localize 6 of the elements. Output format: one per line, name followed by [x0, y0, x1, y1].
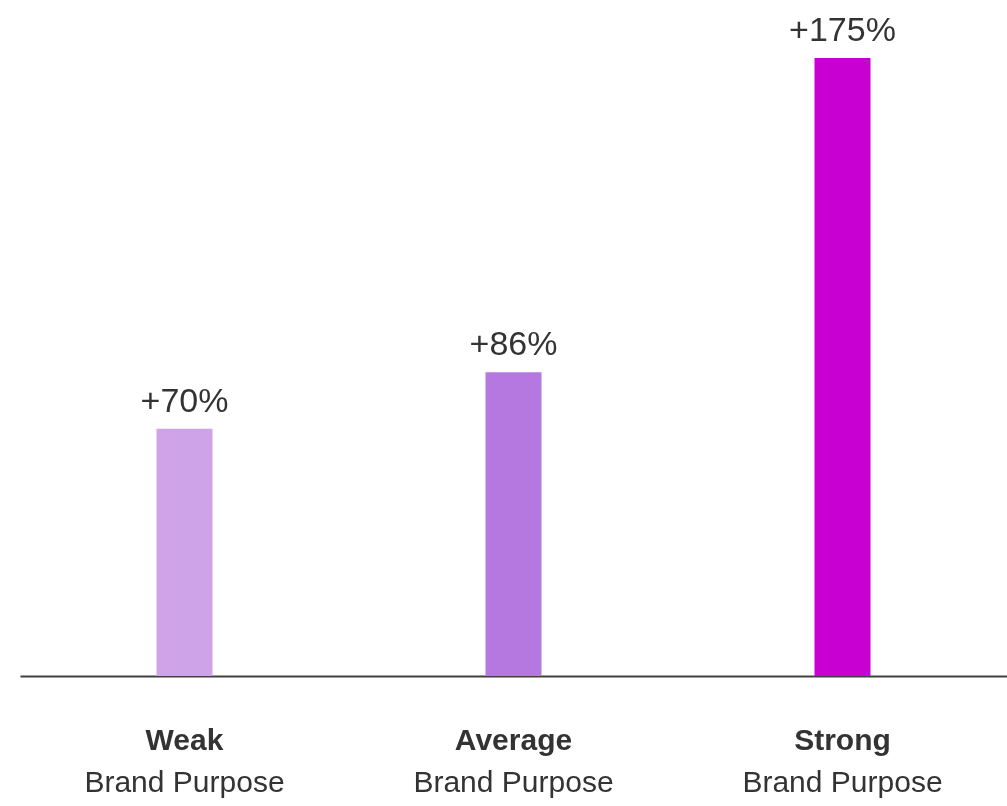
category-label: Weak Brand Purpose — [84, 723, 285, 798]
data-label: +70% — [140, 380, 229, 419]
category-label: Strong Brand Purpose — [742, 723, 943, 798]
data-label: +175% — [789, 10, 896, 48]
category-label: Average Brand Purpose — [413, 723, 614, 798]
data-label: +86% — [469, 324, 558, 363]
